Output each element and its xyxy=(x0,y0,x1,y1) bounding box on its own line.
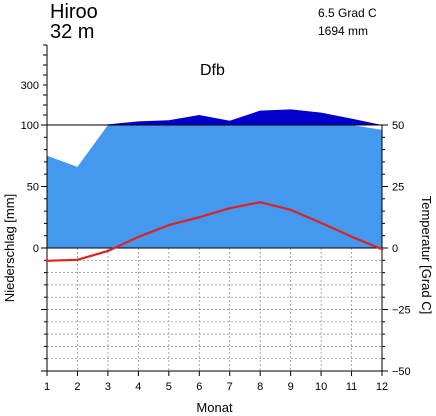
right-tick-label: −50 xyxy=(392,366,411,378)
temperature-point xyxy=(106,249,110,253)
temperature-point xyxy=(350,235,353,238)
climate-classification: Dfb xyxy=(200,62,225,79)
axis-labels: 1 2 3 4 5 6 7 8 9 10 11 1205010030050250−25−50Monat… xyxy=(2,80,434,415)
temperature-line xyxy=(46,201,383,262)
x-tick-label: 8 xyxy=(257,381,263,393)
x-tick-label: 2 xyxy=(74,381,80,393)
right-tick-label: −25 xyxy=(392,305,411,317)
temperature-series xyxy=(45,201,384,262)
station-name: Hiroo xyxy=(50,1,98,23)
precipitation-excess-fill xyxy=(47,109,382,125)
x-tick-label: 11 xyxy=(346,381,357,393)
x-tick-label: 4 xyxy=(135,381,141,393)
x-tick-label: 6 xyxy=(196,381,202,393)
temperature-point xyxy=(289,208,292,212)
chart-grid xyxy=(46,247,383,371)
precipitation-area xyxy=(47,109,382,248)
temperature-point xyxy=(137,235,140,239)
temperature-point xyxy=(76,258,79,262)
temperature-point xyxy=(228,206,231,210)
left-tick-label: 0 xyxy=(33,243,39,255)
right-tick-label: 50 xyxy=(392,120,404,132)
x-axis-label: Monat xyxy=(196,400,233,415)
station-elevation: 32 m xyxy=(50,21,95,43)
annual-temperature: 6.5 Grad C xyxy=(318,6,377,20)
right-tick-label: 25 xyxy=(392,182,404,194)
x-tick-label: 7 xyxy=(227,381,233,393)
temperature-point xyxy=(198,216,201,219)
right-axis-label: Temperatur [Grad C] xyxy=(419,196,434,315)
chart-axes xyxy=(41,44,388,376)
x-tick-label: 12 xyxy=(376,381,388,393)
temperature-point xyxy=(258,201,262,204)
temperature-point xyxy=(319,221,323,225)
x-tick-label: 10 xyxy=(315,381,327,393)
right-tick-label: 0 xyxy=(392,243,398,255)
x-tick-label: 5 xyxy=(166,381,172,393)
x-tick-label: 1 xyxy=(44,381,50,393)
precipitation-fill xyxy=(47,125,382,248)
x-tick-label: 3 xyxy=(105,381,111,393)
left-tick-label: 100 xyxy=(21,120,39,132)
temperature-point xyxy=(167,223,171,227)
left-tick-label: 50 xyxy=(27,182,39,194)
temperature-point xyxy=(380,248,384,251)
temperature-point xyxy=(45,259,49,262)
left-axis-label: Niederschlag [mm] xyxy=(2,194,17,302)
x-tick-label: 9 xyxy=(288,381,294,393)
annual-precipitation: 1694 mm xyxy=(318,24,369,38)
left-tick-label: 300 xyxy=(21,80,39,92)
